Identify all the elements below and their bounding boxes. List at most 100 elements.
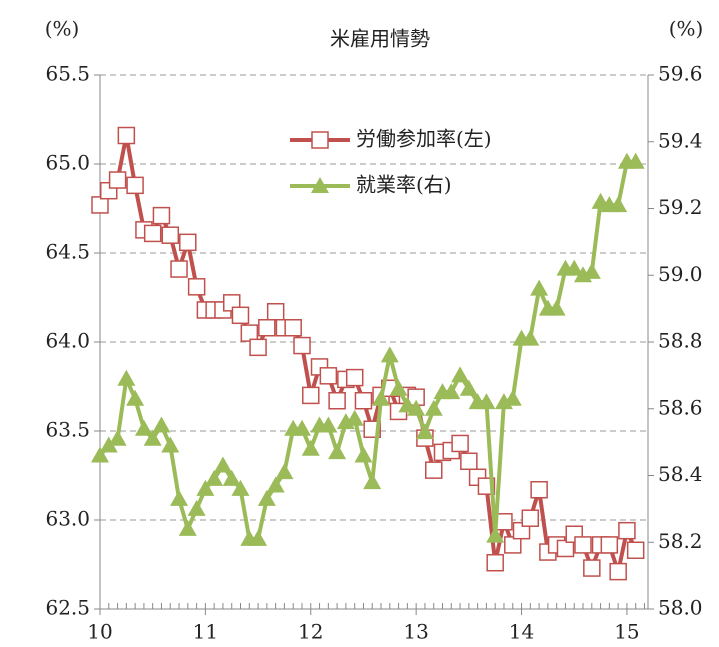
data-point bbox=[134, 419, 153, 436]
legend-marker bbox=[311, 177, 329, 193]
data-point bbox=[161, 436, 180, 453]
data-point bbox=[170, 260, 188, 278]
data-point bbox=[425, 461, 443, 479]
data-point bbox=[521, 509, 540, 527]
data-point bbox=[521, 329, 540, 346]
data-point bbox=[345, 368, 364, 387]
data-point bbox=[477, 393, 496, 410]
data-point bbox=[231, 306, 250, 325]
data-point bbox=[126, 176, 144, 195]
data-point bbox=[187, 499, 206, 516]
data-point bbox=[222, 469, 241, 486]
data-point bbox=[266, 302, 285, 321]
x-tick-label: 11 bbox=[193, 620, 218, 644]
data-point bbox=[257, 489, 276, 506]
data-point bbox=[460, 452, 478, 471]
data-point bbox=[319, 367, 338, 385]
data-point bbox=[363, 473, 382, 490]
y2-tick-label: 58.6 bbox=[658, 395, 703, 419]
data-point bbox=[459, 379, 478, 396]
data-point bbox=[319, 416, 338, 433]
data-point bbox=[565, 259, 584, 276]
data-point bbox=[389, 379, 408, 396]
data-point bbox=[275, 463, 294, 480]
data-point bbox=[99, 436, 118, 453]
y-axis-unit: (%) bbox=[45, 17, 80, 41]
data-point bbox=[231, 479, 250, 496]
data-point bbox=[609, 196, 628, 213]
data-point bbox=[258, 319, 276, 337]
y-tick-label: 63.0 bbox=[45, 507, 90, 531]
data-point bbox=[328, 443, 347, 460]
data-point bbox=[161, 226, 180, 244]
legend-label: 労働参加率(左) bbox=[356, 127, 492, 151]
data-point bbox=[187, 278, 206, 296]
data-point bbox=[117, 126, 136, 145]
data-point bbox=[301, 439, 320, 456]
data-point bbox=[451, 434, 469, 453]
data-point bbox=[178, 519, 197, 536]
data-point bbox=[249, 529, 268, 546]
data-point bbox=[179, 233, 197, 252]
data-point bbox=[108, 429, 127, 446]
data-point bbox=[451, 366, 470, 383]
x-tick-label: 14 bbox=[509, 620, 534, 644]
data-point bbox=[328, 391, 346, 410]
y2-tick-label: 58.0 bbox=[658, 596, 703, 620]
data-point bbox=[424, 399, 443, 416]
legend-marker bbox=[311, 131, 329, 149]
data-point bbox=[442, 383, 461, 400]
y2-tick-label: 59.4 bbox=[658, 128, 703, 152]
data-point bbox=[143, 429, 162, 446]
data-point bbox=[486, 526, 505, 543]
data-point bbox=[407, 399, 426, 416]
data-point bbox=[293, 419, 312, 436]
data-point bbox=[293, 336, 311, 355]
data-point bbox=[284, 319, 302, 337]
y2-tick-label: 58.2 bbox=[658, 529, 703, 553]
y-tick-label: 65.5 bbox=[45, 62, 90, 86]
data-point bbox=[196, 479, 215, 496]
y2-tick-label: 58.8 bbox=[658, 329, 703, 353]
x-tick-label: 12 bbox=[298, 620, 323, 644]
data-point bbox=[108, 171, 127, 189]
y2-tick-label: 59.6 bbox=[658, 62, 703, 86]
y2-tick-label: 59.0 bbox=[658, 262, 703, 286]
y-tick-label: 64.5 bbox=[45, 240, 90, 264]
data-point bbox=[503, 389, 522, 406]
data-point bbox=[354, 391, 373, 410]
data-point bbox=[354, 446, 373, 463]
data-point bbox=[170, 489, 189, 506]
y2-tick-label: 58.4 bbox=[658, 462, 703, 486]
data-point bbox=[249, 338, 267, 357]
data-point bbox=[530, 480, 548, 499]
data-point bbox=[600, 536, 619, 554]
data-point bbox=[415, 423, 434, 440]
data-point bbox=[117, 369, 136, 386]
data-point bbox=[582, 262, 601, 279]
data-point bbox=[213, 456, 232, 473]
data-point bbox=[345, 409, 364, 426]
data-point bbox=[583, 559, 601, 577]
data-point bbox=[143, 224, 162, 243]
y-tick-label: 63.5 bbox=[45, 418, 90, 442]
chart-title: 米雇用情勢 bbox=[330, 27, 430, 51]
data-point bbox=[530, 279, 549, 296]
data-point bbox=[266, 476, 285, 493]
data-point bbox=[372, 389, 391, 406]
data-point bbox=[609, 562, 627, 581]
y2-axis-unit: (%) bbox=[669, 17, 704, 41]
data-point bbox=[626, 152, 645, 169]
data-point bbox=[126, 389, 145, 406]
y-tick-label: 62.5 bbox=[45, 596, 90, 620]
data-point bbox=[486, 553, 504, 572]
legend-label: 就業率(右) bbox=[356, 173, 452, 197]
data-point bbox=[302, 386, 320, 405]
data-point bbox=[91, 446, 109, 463]
x-tick-label: 15 bbox=[614, 620, 639, 644]
data-point bbox=[547, 299, 566, 316]
x-tick-label: 13 bbox=[403, 620, 428, 644]
data-point bbox=[152, 416, 171, 433]
y-tick-label: 64.0 bbox=[45, 329, 90, 353]
